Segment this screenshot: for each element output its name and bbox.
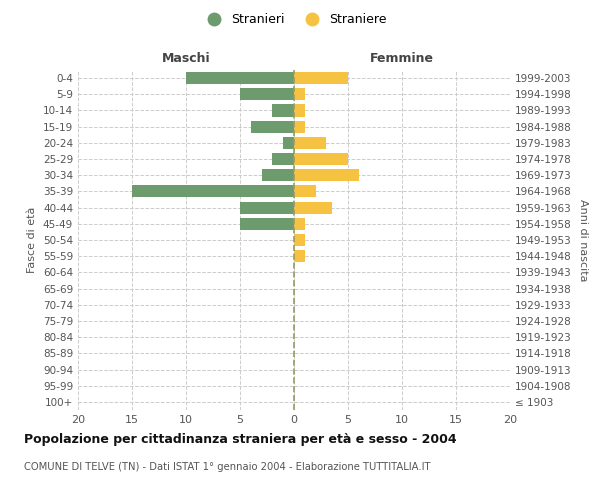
Bar [272, 153, 294, 165]
Bar [240, 88, 294, 101]
Text: COMUNE DI TELVE (TN) - Dati ISTAT 1° gennaio 2004 - Elaborazione TUTTITALIA.IT: COMUNE DI TELVE (TN) - Dati ISTAT 1° gen… [24, 462, 431, 472]
Text: Popolazione per cittadinanza straniera per età e sesso - 2004: Popolazione per cittadinanza straniera p… [24, 432, 457, 446]
Bar [294, 186, 316, 198]
Bar [283, 137, 294, 149]
Text: Femmine: Femmine [370, 52, 434, 65]
Bar [294, 218, 305, 230]
Bar [294, 137, 326, 149]
Y-axis label: Fasce di età: Fasce di età [28, 207, 37, 273]
Bar [240, 218, 294, 230]
Bar [262, 169, 294, 181]
Bar [294, 234, 305, 246]
Legend: Stranieri, Straniere: Stranieri, Straniere [197, 9, 391, 29]
Text: Maschi: Maschi [161, 52, 211, 65]
Bar [294, 169, 359, 181]
Bar [272, 104, 294, 117]
Bar [294, 202, 332, 213]
Bar [186, 72, 294, 84]
Bar [240, 202, 294, 213]
Y-axis label: Anni di nascita: Anni di nascita [578, 198, 588, 281]
Bar [294, 88, 305, 101]
Bar [294, 120, 305, 132]
Bar [132, 186, 294, 198]
Bar [294, 104, 305, 117]
Bar [294, 250, 305, 262]
Bar [294, 72, 348, 84]
Bar [251, 120, 294, 132]
Bar [294, 153, 348, 165]
